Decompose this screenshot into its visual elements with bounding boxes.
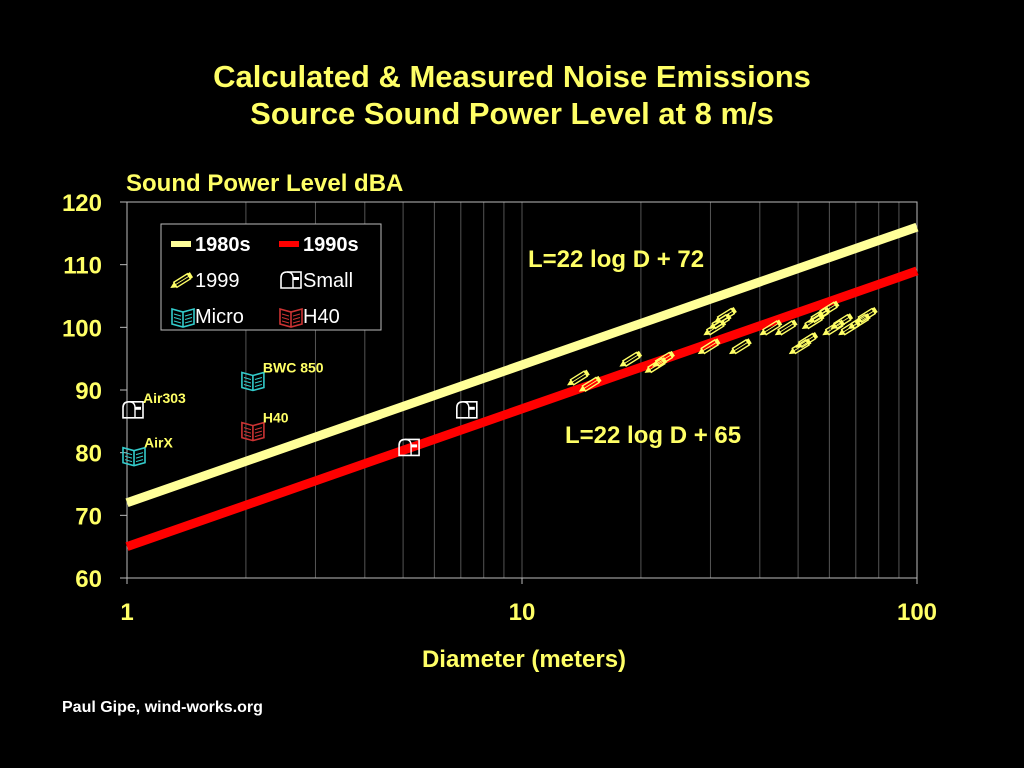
legend-entry: H40: [279, 306, 340, 328]
line-label-1980s: L=22 log D + 72: [528, 246, 704, 273]
point-small-mailbox-icon: [122, 401, 144, 419]
y-tick-label: 60: [75, 566, 102, 593]
point-1999-pencil-icon: [652, 350, 675, 367]
legend-entry: Small: [280, 270, 353, 292]
point-1999-pencil-icon: [774, 319, 798, 336]
point-1999-pencil-icon: [816, 300, 840, 317]
legend-entry: Micro: [171, 306, 244, 328]
y-tick-labels: 60 70 80 90 100 110 120: [62, 190, 127, 593]
point-1999-pencil-icon: [697, 338, 721, 355]
point-small-mailbox-icon: [456, 401, 478, 419]
pencil-icon: [170, 272, 194, 289]
point-1999-pencil-icon: [714, 306, 737, 324]
gridlines: [245, 202, 900, 578]
point-1999-pencil-icon: [566, 369, 590, 386]
point-1999-pencil-icon: [795, 332, 819, 349]
legend-box: [160, 223, 382, 331]
x-tick-label: 10: [509, 599, 536, 626]
legend-label: Micro: [195, 306, 244, 328]
trend-line-1990s: [125, 266, 919, 551]
legend-label: 1980s: [195, 234, 251, 256]
point-1999-pencil-icon: [759, 319, 783, 336]
chart-title-line-2: Source Sound Power Level at 8 m/s: [250, 96, 774, 131]
legend-entry: 1990s: [279, 234, 359, 256]
legend-entry: 1980s: [171, 234, 251, 256]
point-micro-book-icon: [241, 371, 265, 392]
footer-credit: Paul Gipe, wind-works.org: [62, 699, 263, 716]
legend-label: 1999: [195, 270, 240, 292]
legend: 1980s 1990s 1999 Small Micro H40: [160, 223, 382, 331]
y-tick-label: 80: [75, 441, 102, 468]
point-1999-pencil-icon: [619, 350, 643, 367]
point-small-mailbox-icon: [398, 438, 420, 457]
point-1999-pencil-icon: [830, 313, 854, 330]
trend-line-1980s: [125, 222, 919, 508]
y-tick-label: 70: [75, 503, 102, 530]
data-points: AirX BWC 850 H40 Air303: [122, 300, 878, 467]
legend-label: 1990s: [303, 234, 359, 256]
point-1999-pencil-icon: [854, 306, 878, 324]
point-label: H40: [263, 410, 289, 426]
point-label: BWC 850: [263, 359, 324, 375]
point-label: Air303: [143, 390, 186, 406]
x-axis-label: Diameter (meters): [422, 646, 626, 673]
legend-entry: 1999: [170, 270, 240, 292]
y-tick-label: 110: [63, 253, 102, 280]
point-1999-pencil-icon: [578, 375, 602, 393]
legend-label: Small: [303, 270, 353, 292]
x-tick-labels: 1 10 100: [120, 578, 937, 626]
mailbox-icon: [280, 271, 302, 289]
book-icon: [279, 307, 303, 328]
trend-lines: [125, 222, 919, 551]
x-tick-label: 100: [897, 599, 937, 626]
y-axis-label: Sound Power Level dBA: [126, 170, 403, 197]
book-icon: [171, 307, 195, 328]
y-tick-label: 120: [62, 190, 102, 217]
x-tick-label: 1: [120, 599, 133, 626]
y-tick-label: 90: [75, 378, 102, 405]
point-1999-pencil-icon: [729, 338, 752, 355]
line-label-1990s: L=22 log D + 65: [565, 422, 741, 449]
point-micro-book-icon: [122, 446, 146, 467]
chart-title-line-1: Calculated & Measured Noise Emissions: [213, 59, 811, 94]
point-h40-book-icon: [241, 421, 265, 442]
y-tick-label: 100: [62, 315, 102, 342]
point-label: AirX: [144, 435, 173, 451]
legend-label: H40: [303, 306, 340, 328]
